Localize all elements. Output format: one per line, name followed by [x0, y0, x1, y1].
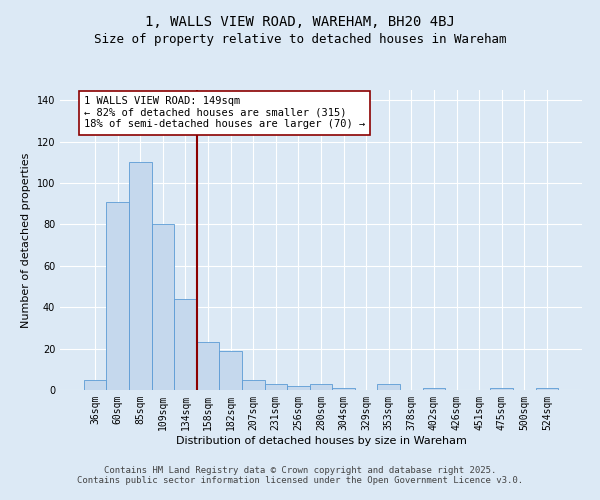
Bar	[265, 384, 287, 390]
X-axis label: Distribution of detached houses by size in Wareham: Distribution of detached houses by size …	[176, 436, 466, 446]
Bar	[106, 202, 129, 390]
Text: Size of property relative to detached houses in Wareham: Size of property relative to detached ho…	[94, 32, 506, 46]
Bar	[536, 388, 558, 390]
Y-axis label: Number of detached properties: Number of detached properties	[21, 152, 31, 328]
Text: 1 WALLS VIEW ROAD: 149sqm
← 82% of detached houses are smaller (315)
18% of semi: 1 WALLS VIEW ROAD: 149sqm ← 82% of detac…	[84, 96, 365, 130]
Bar	[490, 388, 513, 390]
Bar	[310, 384, 332, 390]
Bar	[84, 380, 106, 390]
Bar	[197, 342, 220, 390]
Bar	[332, 388, 355, 390]
Bar	[152, 224, 174, 390]
Bar	[242, 380, 265, 390]
Bar	[220, 350, 242, 390]
Bar	[129, 162, 152, 390]
Bar	[422, 388, 445, 390]
Bar	[287, 386, 310, 390]
Text: 1, WALLS VIEW ROAD, WAREHAM, BH20 4BJ: 1, WALLS VIEW ROAD, WAREHAM, BH20 4BJ	[145, 15, 455, 29]
Bar	[377, 384, 400, 390]
Text: Contains HM Land Registry data © Crown copyright and database right 2025.
Contai: Contains HM Land Registry data © Crown c…	[77, 466, 523, 485]
Bar	[174, 299, 197, 390]
